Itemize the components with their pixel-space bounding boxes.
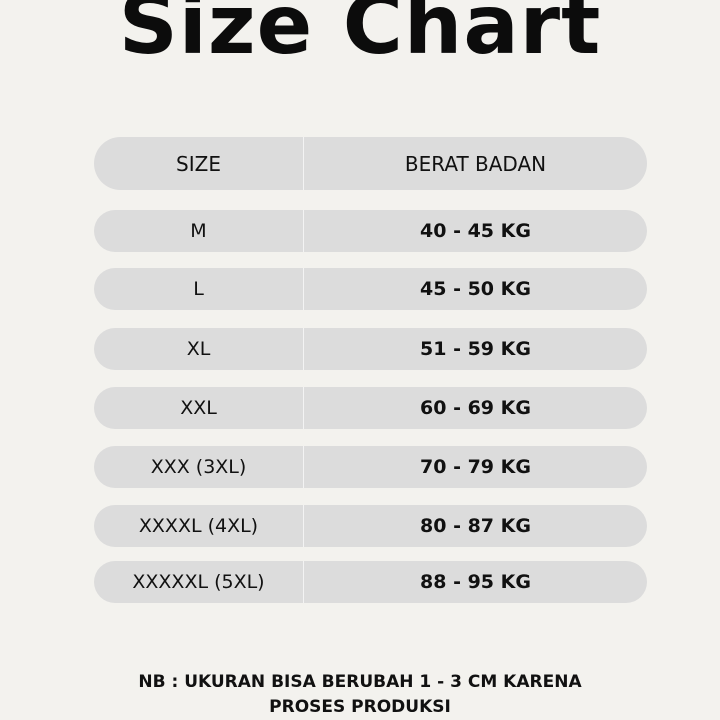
note-line-2: PROSES PRODUKSI bbox=[269, 697, 451, 717]
weight-cell: 80 - 87 KG bbox=[420, 515, 531, 537]
header-weight: BERAT BADAN bbox=[404, 151, 547, 176]
column-divider bbox=[303, 505, 304, 547]
column-divider bbox=[303, 561, 304, 603]
header-size: SIZE bbox=[176, 151, 221, 176]
table-row: XXXXL (4XL) 80 - 87 KG bbox=[94, 505, 647, 547]
size-cell: XL bbox=[186, 338, 211, 360]
table-header: SIZE BERAT BADAN bbox=[94, 137, 647, 190]
table-row: XXL 60 - 69 KG bbox=[94, 387, 647, 429]
column-divider bbox=[303, 268, 304, 310]
weight-cell: 88 - 95 KG bbox=[420, 571, 531, 593]
column-divider bbox=[303, 387, 304, 429]
size-cell: L bbox=[193, 278, 204, 300]
size-cell: XXL bbox=[180, 397, 217, 419]
column-divider bbox=[303, 137, 304, 190]
weight-cell: 60 - 69 KG bbox=[420, 397, 531, 419]
column-divider bbox=[303, 210, 304, 252]
column-divider bbox=[303, 446, 304, 488]
weight-cell: 51 - 59 KG bbox=[420, 338, 531, 360]
page-title: Size Chart bbox=[118, 0, 602, 73]
size-cell: XXXXXL (5XL) bbox=[132, 571, 265, 593]
table-row: L 45 - 50 KG bbox=[94, 268, 647, 310]
weight-cell: 40 - 45 KG bbox=[420, 220, 531, 242]
table-row: XXX (3XL) 70 - 79 KG bbox=[94, 446, 647, 488]
table-row: XXXXXL (5XL) 88 - 95 KG bbox=[94, 561, 647, 603]
note-line-1: NB : UKURAN BISA BERUBAH 1 - 3 CM KARENA bbox=[138, 672, 582, 692]
table-row: XL 51 - 59 KG bbox=[94, 328, 647, 370]
weight-cell: 70 - 79 KG bbox=[420, 456, 531, 478]
size-cell: M bbox=[190, 220, 207, 242]
weight-cell: 45 - 50 KG bbox=[420, 278, 531, 300]
table-row: M 40 - 45 KG bbox=[94, 210, 647, 252]
size-cell: XXXXL (4XL) bbox=[138, 515, 259, 537]
size-cell: XXX (3XL) bbox=[150, 456, 247, 478]
note: NB : UKURAN BISA BERUBAH 1 - 3 CM KARENA… bbox=[0, 670, 720, 720]
column-divider bbox=[303, 328, 304, 370]
